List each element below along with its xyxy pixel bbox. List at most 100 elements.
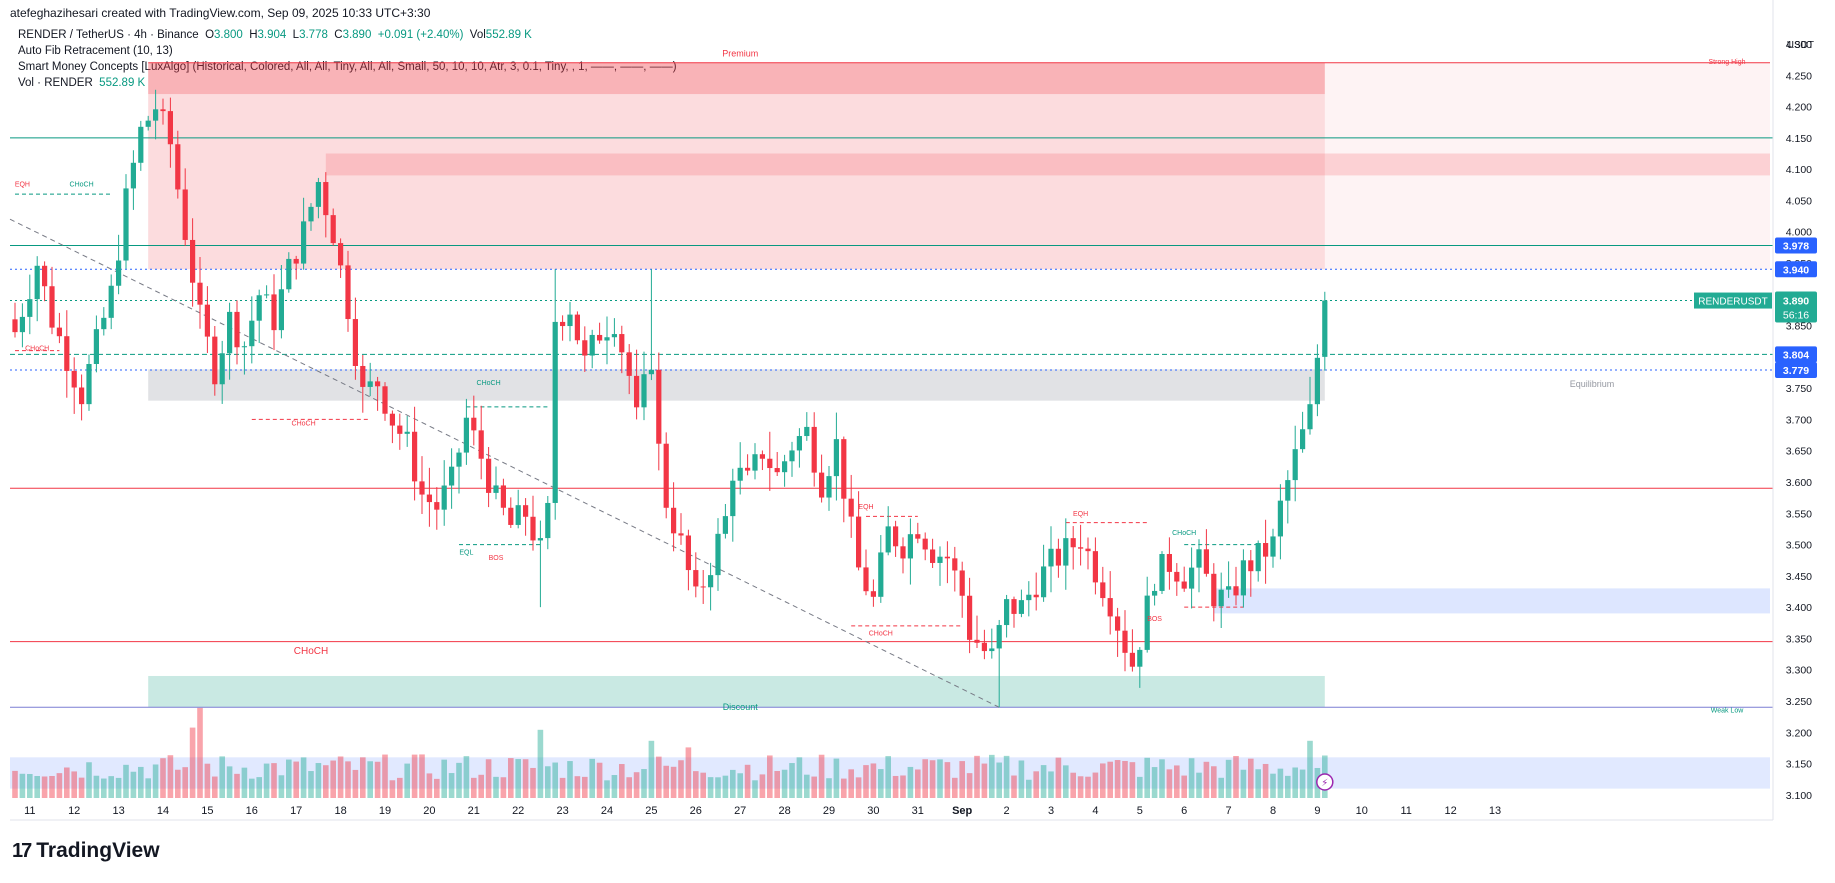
volume-bar	[700, 772, 706, 798]
volume-bar	[1129, 762, 1136, 798]
y-tick-label: 3.300	[1786, 665, 1812, 677]
y-tick-label: 3.250	[1786, 696, 1812, 708]
volume-bar	[530, 767, 536, 798]
volume-bar	[626, 777, 632, 798]
low-label: L	[292, 29, 300, 41]
volume-indicator-label: Vol · RENDER	[18, 77, 93, 89]
x-tick-label: 10	[1356, 805, 1368, 817]
volume-bar	[1011, 775, 1017, 798]
volume-bar	[589, 758, 595, 798]
candle-body	[1092, 551, 1098, 583]
x-tick-label: 27	[734, 805, 746, 817]
candle-body	[197, 282, 203, 305]
y-tick-label: 3.400	[1786, 602, 1812, 614]
volume-bar	[1122, 760, 1128, 798]
candle-body	[767, 458, 773, 469]
candle-body	[611, 334, 617, 338]
volume-bar	[278, 775, 285, 798]
candle-body	[619, 334, 625, 353]
candle-body	[545, 502, 551, 539]
symbol-price-tag	[1694, 292, 1772, 309]
candle-body	[449, 466, 455, 486]
tradingview-logo-text: TradingView	[36, 839, 160, 862]
volume-bar	[685, 747, 692, 798]
structure-label: CHoCH	[1172, 530, 1196, 537]
volume-bar	[93, 775, 100, 798]
currency-label: USDT	[1787, 40, 1814, 51]
candle-body	[19, 316, 25, 333]
candle-body	[796, 436, 802, 451]
equilibrium-label: Equilibrium	[1570, 379, 1615, 389]
candle-body	[42, 265, 48, 287]
candle-body	[656, 369, 662, 444]
structure-label: CHoCH	[869, 630, 893, 637]
candle-body	[1041, 566, 1047, 598]
volume-bar	[41, 776, 48, 798]
candle-body	[530, 516, 536, 541]
volume-bar	[596, 762, 603, 798]
x-tick-label: 24	[601, 805, 613, 817]
volume-bar	[485, 759, 492, 798]
axis-price-badge-text: 3.978	[1783, 240, 1809, 252]
x-tick-label: 21	[468, 805, 480, 817]
volume-bar	[234, 773, 240, 798]
volume-bar	[293, 761, 299, 798]
y-tick-label: 3.600	[1786, 477, 1812, 489]
volume-bar	[263, 763, 270, 798]
current-price-badge[interactable]	[1775, 291, 1817, 323]
y-tick-label: 3.450	[1786, 571, 1812, 583]
candle-body	[937, 556, 943, 563]
candle-body	[389, 413, 395, 426]
volume-bar	[241, 767, 248, 798]
candle-body	[826, 476, 832, 498]
symbol-legend[interactable]: RENDER / TetherUS · 4h · Binance O3.800 …	[18, 29, 532, 41]
tradingview-logo[interactable]: 17 TradingView	[12, 839, 160, 863]
candle-body	[737, 467, 743, 481]
premium-extension	[148, 62, 1771, 270]
candle-body	[1226, 586, 1232, 590]
x-tick-label: 2	[1004, 805, 1010, 817]
volume-bar	[1114, 760, 1121, 798]
premium-label: Premium	[722, 49, 758, 59]
volume-bar	[1048, 771, 1054, 798]
candle-body	[833, 439, 839, 477]
volume-bar	[1285, 775, 1291, 798]
volume-bar	[981, 763, 988, 798]
indicator-smc[interactable]: Smart Money Concepts [LuxAlgo] (Historic…	[18, 61, 677, 73]
indicator-volume[interactable]: Vol · RENDER 552.89 K	[18, 77, 145, 89]
candle-body	[952, 558, 958, 571]
structure-label: CHoCH	[294, 646, 328, 657]
candle-body	[715, 533, 721, 576]
volume-bar	[1137, 776, 1143, 798]
candle-body	[974, 639, 980, 643]
volume-bar	[323, 765, 329, 798]
indicator-fib[interactable]: Auto Fib Retracement (10, 13)	[18, 45, 173, 57]
candle-body	[752, 454, 758, 471]
candle-body	[878, 552, 884, 597]
volume-bar	[1040, 765, 1047, 798]
volume-bar	[974, 755, 980, 798]
volume-bar	[1077, 776, 1084, 798]
volume-bar	[619, 764, 625, 798]
structure-label: CHoCH	[70, 182, 94, 189]
volume-bar	[382, 754, 388, 798]
lightning-icon[interactable]	[1316, 773, 1334, 791]
price-chart[interactable]: EQH CHoCH CHoCH CHoCH CHoCH EQL BOS CHoCH EQH CHo…	[0, 0, 1835, 825]
volume-bar	[1026, 779, 1032, 798]
candle-body	[160, 109, 166, 112]
volume-bar	[1277, 768, 1284, 798]
candle-body	[981, 642, 987, 652]
volume-bar	[1181, 775, 1187, 798]
volume-bar	[537, 729, 544, 798]
current-price-value: 3.890	[1783, 296, 1809, 308]
volume-bar	[841, 778, 847, 798]
axis-price-badge-text: 3.779	[1783, 365, 1809, 377]
volume-bar	[752, 780, 758, 798]
candle-body	[441, 485, 447, 510]
y-tick-label: 4.150	[1786, 133, 1812, 145]
candle-body	[241, 346, 247, 348]
volume-bar	[478, 774, 484, 798]
candle-body	[1314, 357, 1320, 405]
volume-bar	[138, 766, 144, 798]
vol-value: 552.89 K	[485, 29, 532, 41]
